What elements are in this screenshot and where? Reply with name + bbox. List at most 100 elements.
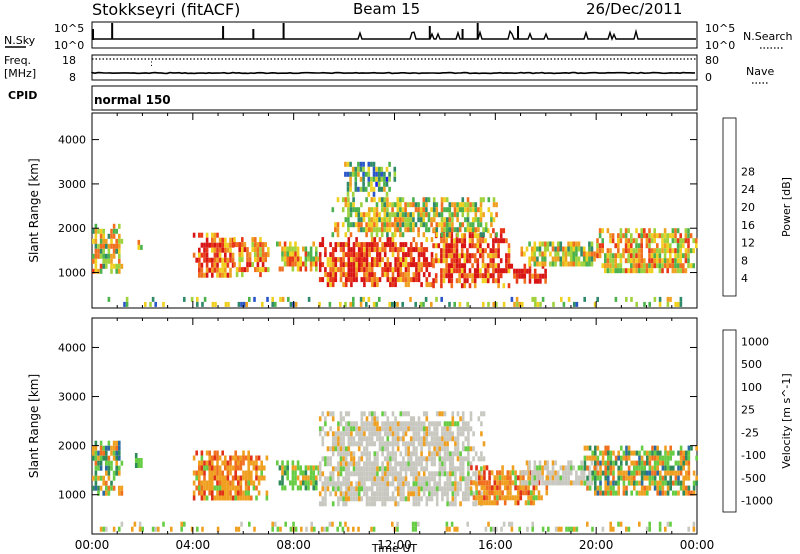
echo-cell xyxy=(485,465,489,471)
echo-cell xyxy=(234,490,237,496)
echo-cell xyxy=(666,450,670,456)
echo-cell xyxy=(554,261,557,267)
echo-cell xyxy=(417,421,421,427)
echo-cell xyxy=(677,470,680,476)
echo-cell xyxy=(409,491,413,497)
echo-cell xyxy=(381,481,384,487)
echo-cell xyxy=(339,436,343,442)
echo-cell xyxy=(591,455,594,461)
echo-cell xyxy=(622,248,625,254)
echo-cell xyxy=(433,486,436,492)
echo-cell xyxy=(695,238,698,244)
echo-cell xyxy=(479,212,483,218)
echo-cell xyxy=(381,496,384,502)
echo-cell xyxy=(661,460,665,466)
echo-cell xyxy=(391,471,395,477)
echo-cell xyxy=(674,228,677,234)
echo-cell xyxy=(360,466,364,472)
echo-cell xyxy=(399,491,403,497)
echo-cell xyxy=(362,176,365,182)
echo-cell xyxy=(674,475,678,481)
echo-cell xyxy=(514,495,517,501)
echo-cell xyxy=(200,242,204,248)
echo-cell xyxy=(471,253,474,259)
echo-cell xyxy=(357,212,361,218)
echo-cell xyxy=(471,238,474,244)
echo-cell xyxy=(363,262,366,268)
echo-cell xyxy=(271,521,274,527)
echo-cell xyxy=(134,463,138,468)
echo-cell xyxy=(630,258,633,264)
echo-cell xyxy=(359,301,363,307)
echo-cell xyxy=(380,186,384,192)
echo-cell xyxy=(376,257,379,263)
echo-cell xyxy=(401,232,405,238)
echo-cell xyxy=(422,421,426,427)
echo-cell xyxy=(497,248,500,254)
echo-cell xyxy=(412,431,416,437)
echo-cell xyxy=(407,486,410,492)
echo-cell xyxy=(205,232,209,238)
echo-cell xyxy=(344,272,348,278)
echo-cell xyxy=(363,471,366,477)
echo-cell xyxy=(454,476,457,482)
echo-cell xyxy=(464,496,468,502)
echo-cell xyxy=(607,460,610,466)
echo-cell xyxy=(441,441,444,447)
echo-cell xyxy=(469,416,473,422)
echo-cell xyxy=(604,263,607,269)
echo-cell xyxy=(640,253,643,259)
echo-cell xyxy=(240,301,243,307)
echo-cell xyxy=(496,490,499,496)
echo-cell xyxy=(458,222,462,228)
colorbar-tick-label: 100 xyxy=(741,381,762,394)
echo-cell xyxy=(388,227,392,233)
echo-cell xyxy=(679,263,682,269)
echo-cell xyxy=(447,273,451,279)
echo-cell xyxy=(632,238,636,244)
echo-cell xyxy=(357,476,361,482)
echo-cell xyxy=(502,521,506,527)
echo-cell xyxy=(266,296,269,302)
beam-label: Beam 15 xyxy=(353,0,421,18)
echo-cell xyxy=(435,441,439,447)
echo-cell xyxy=(339,496,343,502)
echo-cell xyxy=(599,480,602,486)
echo-cell xyxy=(658,268,662,274)
echo-cell xyxy=(451,212,454,218)
echo-cell xyxy=(609,268,612,274)
echo-cell xyxy=(489,233,493,239)
echo-cell xyxy=(619,253,623,259)
echo-cell xyxy=(474,471,478,477)
echo-cell xyxy=(463,243,467,249)
echo-cell xyxy=(445,217,449,223)
echo-cell xyxy=(666,490,670,496)
echo-cell xyxy=(669,243,672,249)
echo-cell xyxy=(443,486,447,492)
echo-cell xyxy=(281,296,285,302)
echo-cell xyxy=(304,251,308,257)
echo-cell xyxy=(383,252,387,258)
echo-cell xyxy=(286,465,289,471)
echo-cell xyxy=(575,475,578,481)
echo-cell xyxy=(195,450,198,456)
echo-cell xyxy=(648,470,652,476)
echo-cell xyxy=(281,480,284,486)
freq-tick-bottom: 8 xyxy=(69,71,76,84)
echo-cell xyxy=(425,481,429,487)
echo-cell xyxy=(536,256,539,262)
echo-cell xyxy=(472,471,475,477)
echo-cell xyxy=(445,248,448,254)
echo-cell xyxy=(543,241,547,247)
echo-cell xyxy=(492,243,495,249)
echo-cell xyxy=(342,431,345,437)
echo-cell xyxy=(554,526,558,532)
echo-cell xyxy=(346,161,350,167)
echo-cell xyxy=(572,480,576,486)
echo-cell xyxy=(304,480,308,486)
echo-cell xyxy=(131,526,134,532)
echo-cell xyxy=(687,460,691,466)
echo-cell xyxy=(331,257,335,263)
echo-cell xyxy=(415,481,418,487)
echo-cell xyxy=(645,263,649,269)
